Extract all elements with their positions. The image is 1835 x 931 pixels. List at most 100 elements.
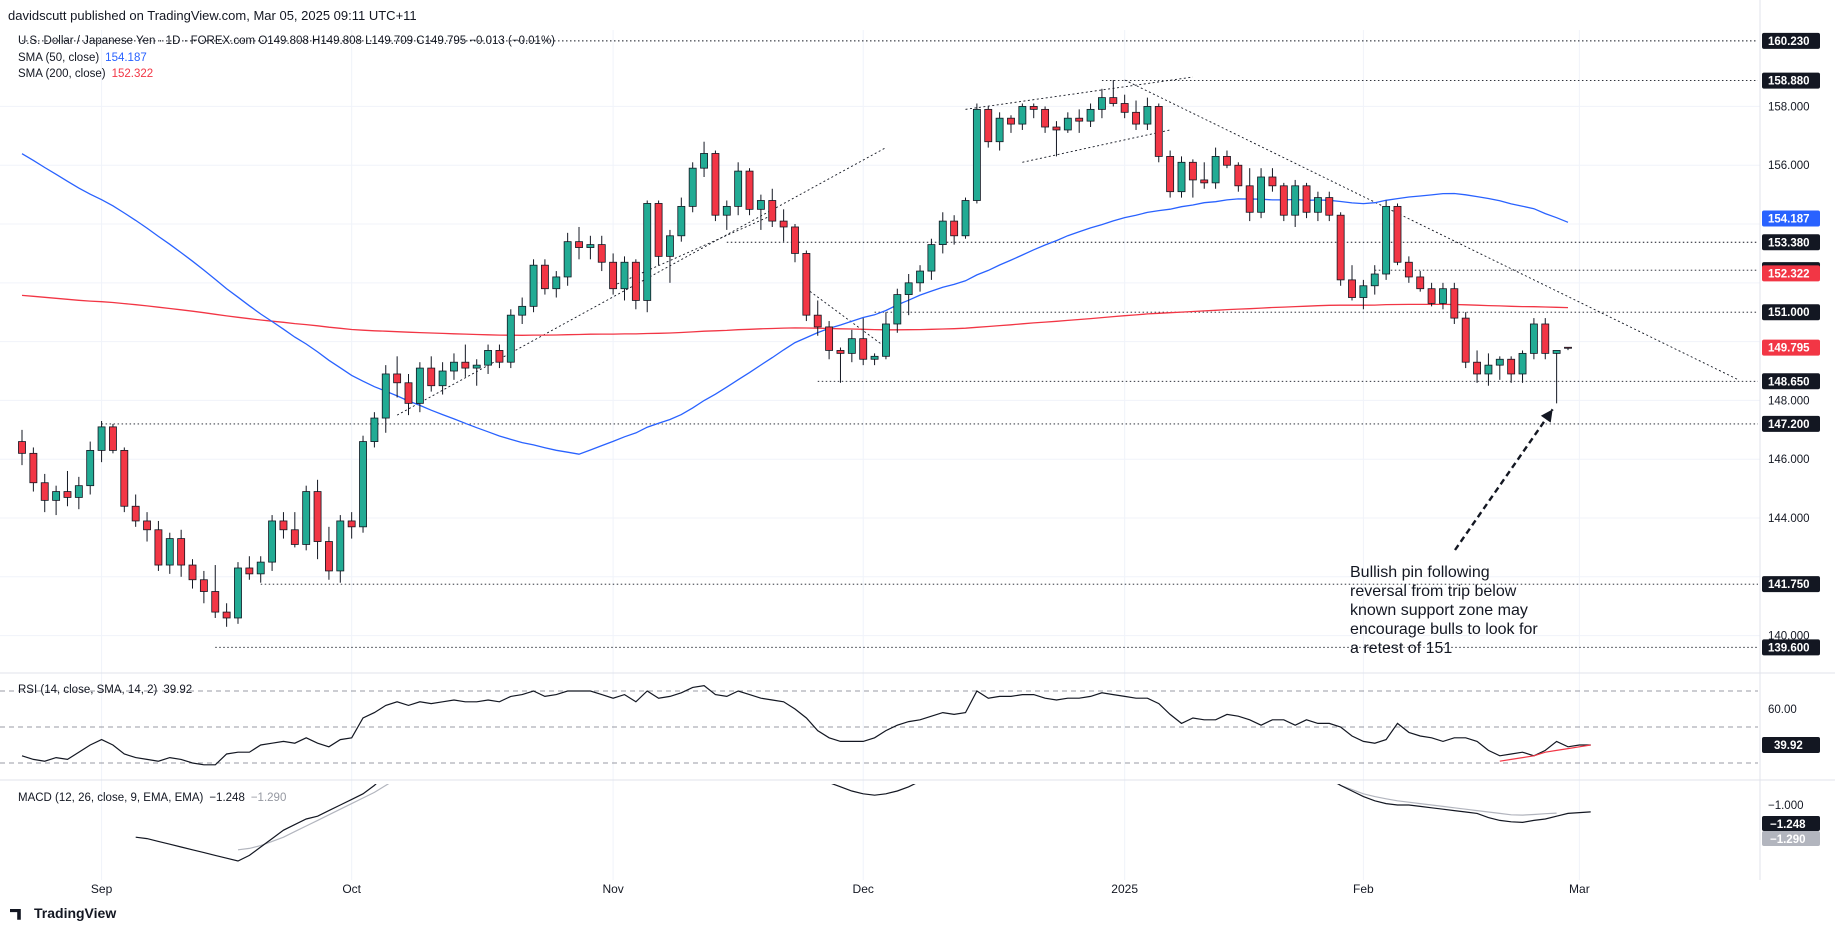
price-label-text: 148.650 [1768, 376, 1810, 388]
rsi-series-line [21, 684, 1591, 766]
candle-body [677, 205, 686, 237]
rsi-value-box [1762, 737, 1820, 753]
sma50-legend[interactable]: SMA (50, close) 154.187 [18, 52, 147, 64]
candle-body [540, 264, 549, 290]
price-label-text: 153.380 [1768, 237, 1810, 249]
candle [631, 259, 640, 310]
candle [1393, 203, 1402, 266]
candle-body [370, 417, 379, 442]
candle [1382, 200, 1391, 280]
candle [563, 232, 572, 286]
candle-body [177, 538, 186, 566]
price-label-box [1762, 373, 1820, 390]
candle [1268, 168, 1277, 192]
candle [74, 476, 83, 510]
candle-body [154, 529, 163, 566]
price-label-text: 141.750 [1768, 579, 1810, 591]
tradingview-logo[interactable]: TradingView [10, 905, 116, 921]
price-label-box [1762, 32, 1820, 49]
candle-body [836, 350, 845, 354]
candle-body [1313, 197, 1322, 213]
candle-body [506, 314, 515, 363]
candle-body [1439, 288, 1447, 304]
time-tick-label: Sep [91, 882, 113, 896]
candle-body [1336, 214, 1345, 281]
grid [0, 0, 1835, 880]
arrow-shaft [1454, 408, 1554, 551]
price-label-box [1762, 576, 1820, 593]
candle [1132, 100, 1140, 130]
candle [597, 235, 606, 272]
candle [518, 297, 527, 324]
candle-body [1007, 117, 1015, 125]
candle [1416, 271, 1425, 292]
sma200-legend[interactable]: SMA (200, close) 152.322 [18, 68, 153, 80]
candle-body [745, 170, 754, 210]
candle [961, 197, 970, 239]
candle-body [1143, 106, 1152, 125]
candle-body [597, 244, 606, 263]
candle [1348, 265, 1356, 301]
candle [1313, 191, 1322, 222]
candle [734, 162, 743, 216]
candle-body [711, 153, 720, 216]
candle-body [1098, 97, 1106, 110]
candle-body [859, 338, 868, 360]
candle [1063, 112, 1072, 133]
candle [904, 274, 913, 316]
candle [1098, 88, 1106, 119]
candle [700, 141, 708, 177]
sma50-value: 154.187 [105, 52, 147, 64]
candle [188, 559, 197, 589]
candle [927, 238, 936, 280]
candle [1518, 350, 1527, 383]
candle-body [1564, 346, 1572, 349]
candle [1439, 282, 1447, 310]
candle [1188, 159, 1197, 198]
candle-body [165, 538, 174, 566]
candle [813, 300, 822, 336]
candle-body [563, 241, 572, 278]
price-tick-label: 148.000 [1768, 395, 1810, 407]
rsi-pane [0, 684, 1758, 766]
candle [279, 512, 288, 539]
candle-body [1529, 323, 1538, 354]
macd-legend[interactable]: MACD (12, 26, close, 9, EMA, EMA) −1.248−… [18, 792, 286, 804]
trendline [612, 214, 773, 287]
candle-body [779, 220, 788, 228]
candle-body [143, 520, 151, 531]
candle [1177, 156, 1186, 198]
candle-body [1154, 106, 1163, 157]
candle-body [1075, 117, 1084, 122]
candle [370, 412, 379, 448]
candle [177, 529, 186, 577]
candle [1450, 282, 1459, 324]
candle-body [756, 200, 765, 210]
price-label-box [1762, 72, 1820, 89]
candle-body [495, 350, 504, 363]
candle [1041, 106, 1050, 133]
candles [18, 79, 1572, 627]
rsi-legend[interactable]: RSI (14, close, SMA, 14, 2) 39.92 [18, 684, 192, 696]
annotation-text: Bullish pin following reversal from trip… [1350, 564, 1538, 657]
candle-body [938, 220, 947, 246]
candle [1075, 109, 1084, 133]
price-label-text: 154.187 [1768, 214, 1810, 226]
candle-body [1268, 176, 1277, 187]
candle [234, 562, 242, 624]
candle-body [484, 350, 492, 366]
candle [1211, 147, 1220, 189]
time-tick-label: Feb [1353, 882, 1374, 896]
candle [1154, 103, 1163, 163]
price-label-text: 149.795 [1768, 343, 1810, 355]
price-label-box [1762, 304, 1820, 321]
candle-body [1063, 117, 1072, 131]
candle [1564, 346, 1572, 351]
candle [825, 321, 834, 360]
candle [938, 212, 947, 254]
candle-body [1291, 185, 1300, 216]
candle [745, 168, 754, 216]
candle [268, 515, 277, 571]
candle-body [722, 205, 731, 216]
